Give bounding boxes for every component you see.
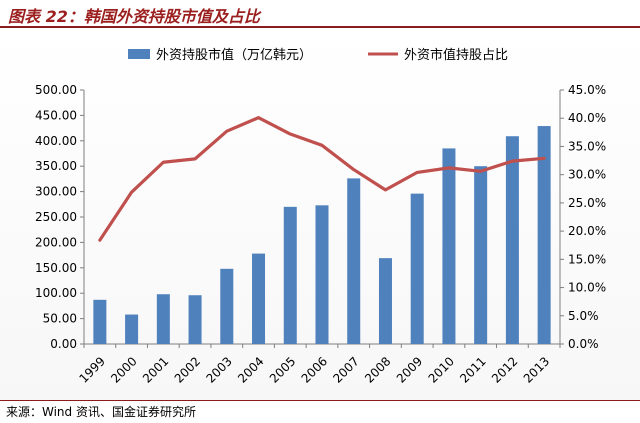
bar-2012 bbox=[505, 136, 519, 344]
legend-label-bars: 外资持股市值（万亿韩元） bbox=[156, 47, 312, 63]
y-left-tick-label: 0.00 bbox=[50, 337, 77, 351]
x-tick-label: 2002 bbox=[172, 354, 203, 385]
x-tick-label: 2011 bbox=[457, 354, 488, 385]
y-left-tick-label: 400.00 bbox=[35, 134, 77, 148]
legend-swatch-bars bbox=[128, 49, 150, 59]
bar-2009 bbox=[410, 193, 424, 344]
bar-2001 bbox=[156, 294, 170, 344]
x-tick-label: 2001 bbox=[140, 354, 171, 385]
chart-title: 图表 22：韩国外资持股市值及占比 bbox=[8, 7, 260, 26]
bottom-rule bbox=[0, 400, 640, 401]
y-right-tick-label: 25.0% bbox=[568, 196, 606, 210]
y-left-tick-label: 150.00 bbox=[35, 261, 77, 275]
axes: 0.00 50.00 100.00 150.00 200.00 250.00 300.00 3… bbox=[35, 83, 606, 351]
x-tick-label: 2010 bbox=[426, 354, 457, 385]
bar-2005 bbox=[283, 206, 297, 344]
y-right-tick-label: 0.0% bbox=[568, 337, 599, 351]
x-tick-label: 2005 bbox=[267, 354, 298, 385]
bar-2010 bbox=[442, 148, 456, 344]
y-right-tick-label: 35.0% bbox=[568, 139, 606, 153]
bar-2003 bbox=[220, 268, 234, 344]
x-tick-label: 2006 bbox=[299, 354, 330, 385]
x-tick-label: 2003 bbox=[203, 354, 234, 385]
y-left-tick-label: 250.00 bbox=[35, 210, 77, 224]
y-right-tick-label: 10.0% bbox=[568, 281, 606, 295]
x-tick-label: 2008 bbox=[362, 354, 393, 385]
line-series bbox=[98, 116, 546, 242]
title-bar: 图表 22：韩国外资持股市值及占比 bbox=[0, 0, 640, 28]
bar-2007 bbox=[347, 178, 361, 344]
bar-2006 bbox=[315, 205, 329, 344]
x-tick-label: 2007 bbox=[330, 354, 361, 385]
x-tick-label: 1999 bbox=[76, 354, 107, 385]
y-left-tick-label: 200.00 bbox=[35, 235, 77, 249]
y-left-tick-label: 300.00 bbox=[35, 185, 77, 199]
y-right-tick-label: 5.0% bbox=[568, 309, 599, 323]
legend: 外资持股市值（万亿韩元） 外资市值持股占比 bbox=[128, 47, 508, 63]
bar-series bbox=[93, 126, 551, 345]
y-left-tick-label: 50.00 bbox=[43, 312, 77, 326]
y-right-tick-label: 45.0% bbox=[568, 83, 606, 97]
bar-2013 bbox=[537, 126, 551, 345]
y-right-tick-label: 40.0% bbox=[568, 111, 606, 125]
bar-2004 bbox=[252, 253, 266, 344]
y-right-tick-label: 15.0% bbox=[568, 252, 606, 266]
x-tick-label: 2000 bbox=[108, 354, 139, 385]
bar-2002 bbox=[188, 295, 202, 344]
y-right-tick-label: 30.0% bbox=[568, 168, 606, 182]
y-left-tick-label: 500.00 bbox=[35, 83, 77, 97]
x-tick-label: 2012 bbox=[489, 354, 520, 385]
x-axis-labels: 1999 2000 2001 2002 2003 2004 2005 2006 2007 2008… bbox=[76, 354, 552, 385]
bar-2000 bbox=[125, 314, 139, 344]
source-note: 来源：Wind 资讯、国金证券研究所 bbox=[6, 405, 196, 419]
y-left-tick-label: 450.00 bbox=[35, 108, 77, 122]
y-left-tick-label: 100.00 bbox=[35, 286, 77, 300]
y-left-tick-label: 350.00 bbox=[35, 159, 77, 173]
x-tick-label: 2004 bbox=[235, 354, 266, 385]
bar-2008 bbox=[378, 258, 392, 344]
bar-2011 bbox=[474, 166, 488, 344]
y-right-tick-label: 20.0% bbox=[568, 224, 606, 238]
x-tick-label: 2009 bbox=[394, 354, 425, 385]
combo-chart: 外资持股市值（万亿韩元） 外资市值持股占比 0.00 50.00 100.00 150… bbox=[35, 47, 606, 386]
bar-1999 bbox=[93, 299, 107, 344]
legend-label-line: 外资市值持股占比 bbox=[404, 47, 508, 63]
x-tick-label: 2013 bbox=[521, 354, 552, 385]
